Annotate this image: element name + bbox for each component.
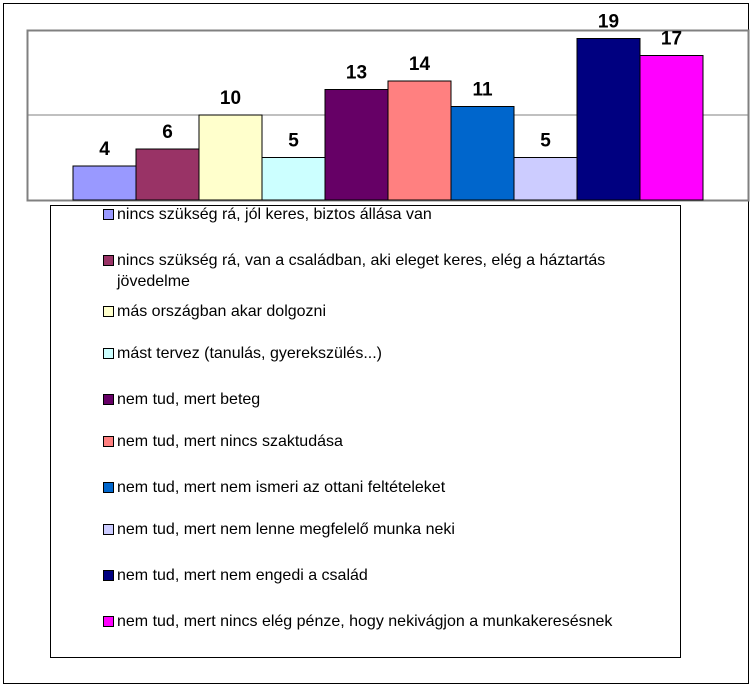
bar bbox=[639, 55, 704, 201]
data-label: 4 bbox=[99, 139, 110, 160]
legend-swatch bbox=[103, 616, 114, 627]
data-label: 10 bbox=[220, 88, 241, 109]
legend-label: nem tud, mert nem lenne megfelelő munka … bbox=[117, 521, 455, 538]
bar bbox=[261, 157, 326, 201]
legend-label: nem tud, mert nincs szaktudása bbox=[117, 433, 343, 450]
data-label: 5 bbox=[540, 131, 551, 152]
data-label: 13 bbox=[346, 63, 367, 84]
data-label: 14 bbox=[409, 54, 431, 75]
legend-swatch bbox=[103, 524, 114, 535]
legend-swatch bbox=[103, 570, 114, 581]
data-label: 6 bbox=[162, 122, 173, 143]
bar bbox=[324, 89, 389, 201]
bar bbox=[135, 148, 200, 201]
legend-swatch bbox=[103, 255, 114, 266]
legend-swatch bbox=[103, 394, 114, 405]
bar bbox=[72, 165, 137, 201]
data-label: 17 bbox=[661, 29, 682, 50]
data-label: 11 bbox=[472, 80, 493, 101]
legend-swatch bbox=[103, 482, 114, 493]
legend-label: nem tud, mert nem engedi a család bbox=[117, 567, 368, 584]
bar bbox=[513, 157, 578, 201]
legend-swatch bbox=[103, 348, 114, 359]
bar bbox=[576, 38, 641, 201]
data-label: 19 bbox=[598, 12, 619, 33]
bar bbox=[387, 80, 452, 201]
legend-label: más országban akar dolgozni bbox=[117, 303, 327, 320]
legend-label: nincs szükség rá, jól keres, biztos állá… bbox=[117, 206, 432, 223]
bar bbox=[198, 114, 263, 201]
legend-label: nincs szükség rá, van a családban, aki e… bbox=[117, 252, 606, 290]
legend-swatch bbox=[103, 306, 114, 317]
legend-label: nem tud, mert nincs elég pénze, hogy nek… bbox=[117, 613, 613, 630]
legend-label: mást tervez (tanulás, gyerekszülés...) bbox=[117, 345, 382, 362]
legend-swatch bbox=[103, 209, 114, 220]
legend-label: nem tud, mert nem ismeri az ottani felté… bbox=[117, 479, 446, 496]
legend-swatch bbox=[103, 436, 114, 447]
bar bbox=[450, 106, 515, 201]
legend: nincs szükség rá, jól keres, biztos állá… bbox=[50, 205, 681, 658]
data-label: 5 bbox=[288, 131, 299, 152]
legend-label: nem tud, mert beteg bbox=[117, 391, 261, 408]
